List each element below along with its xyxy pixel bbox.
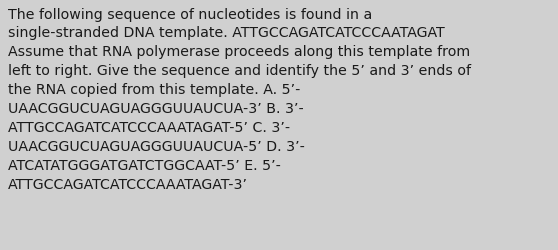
Text: The following sequence of nucleotides is found in a
single-stranded DNA template: The following sequence of nucleotides is… xyxy=(8,8,472,191)
